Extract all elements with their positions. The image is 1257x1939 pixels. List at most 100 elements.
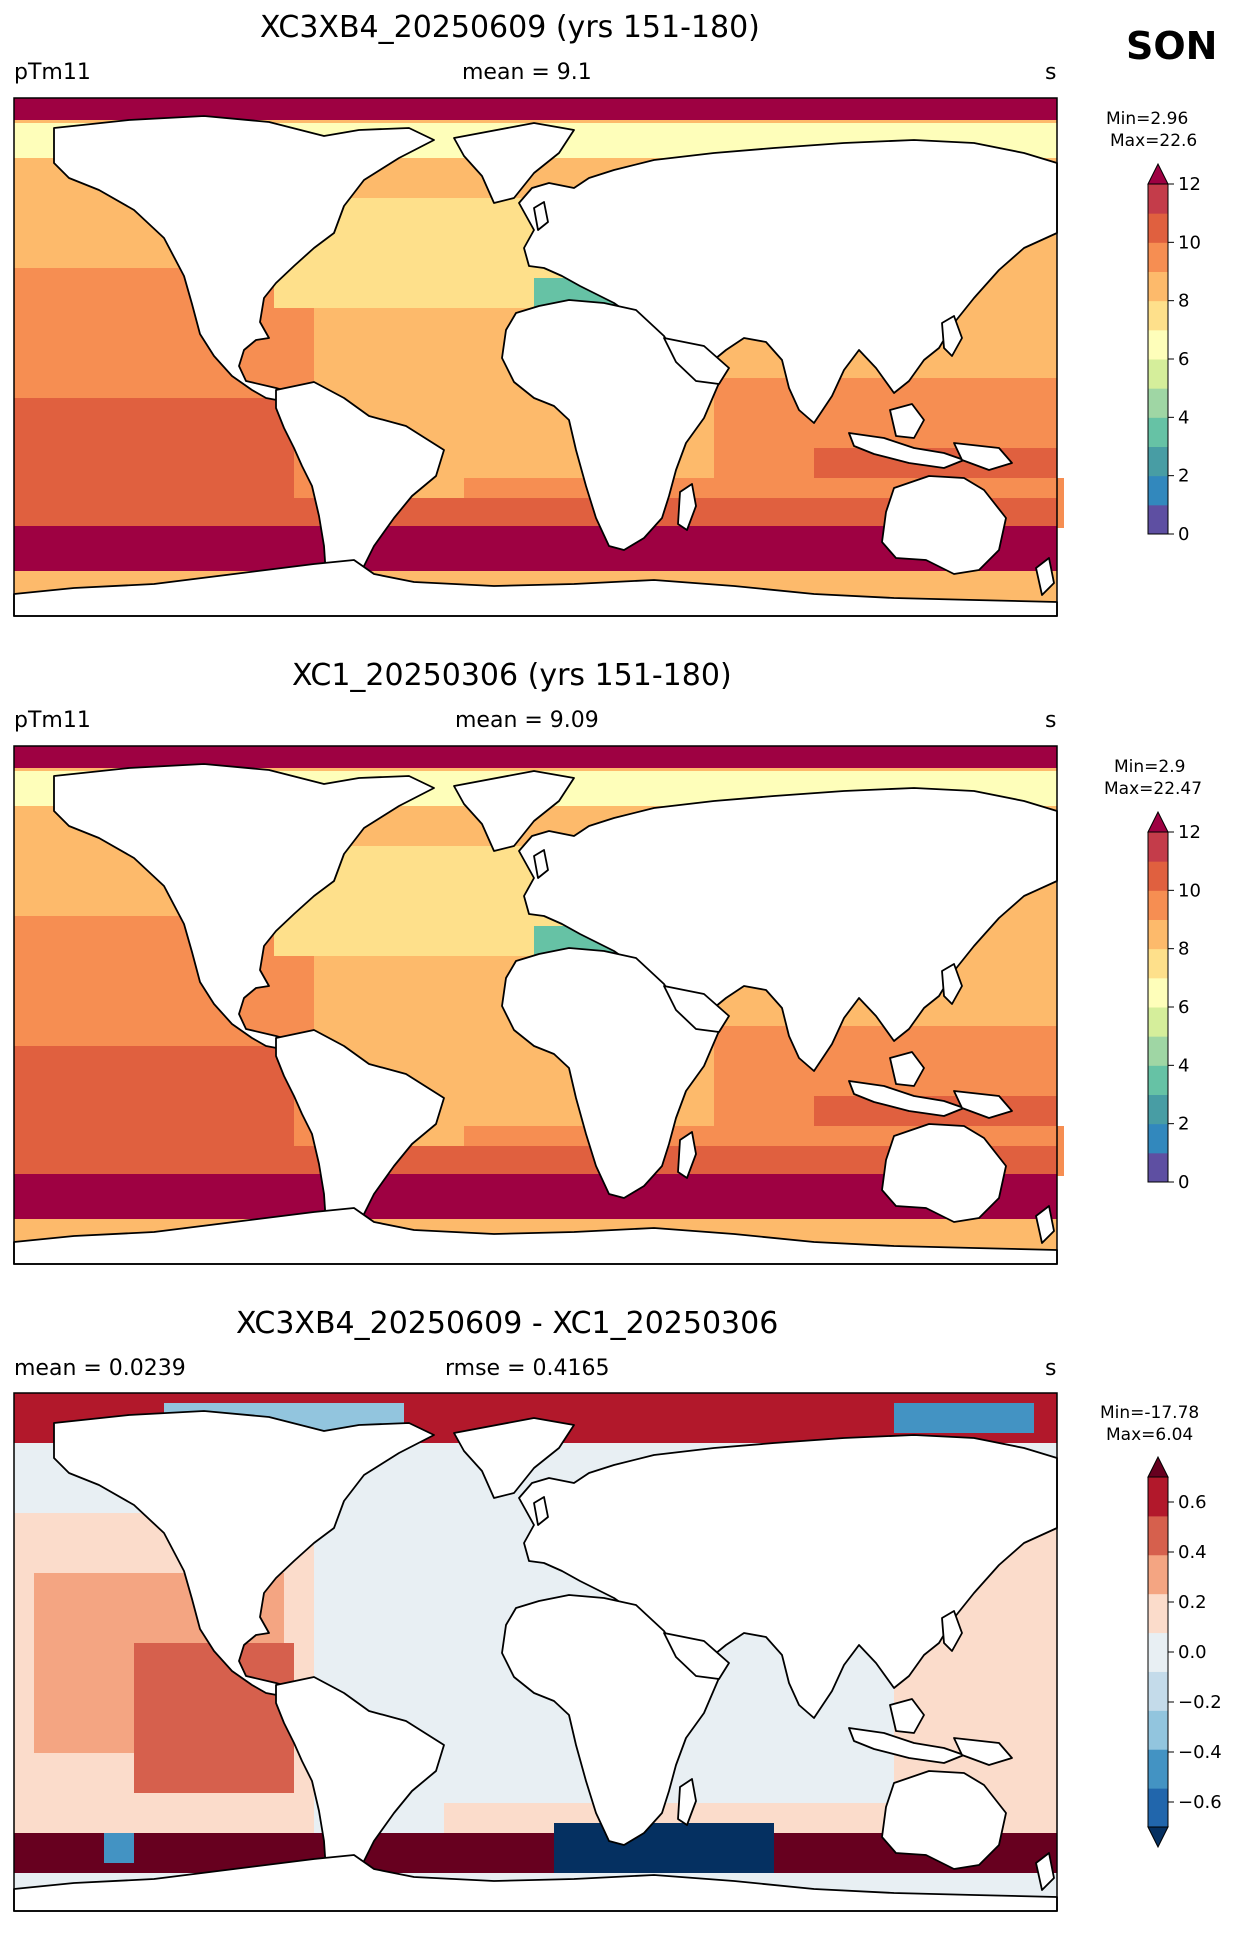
panel3-colorbar: −0.6 −0.4 −0.2 0.0 0.2 0.4 0.6 bbox=[1147, 1455, 1222, 1849]
colorbar-swatch bbox=[1148, 475, 1168, 506]
colorbar-tick-label: 2 bbox=[1178, 466, 1189, 487]
japan-landmass bbox=[941, 1610, 963, 1652]
colorbar-tick-label: 12 bbox=[1178, 174, 1201, 195]
colorbar-tick-label: 4 bbox=[1178, 1055, 1189, 1076]
panel2-map bbox=[13, 745, 1064, 1265]
colorbar-swatch bbox=[1148, 1554, 1168, 1595]
panel1-variable: pTm11 bbox=[14, 60, 91, 85]
colorbar-tick-label: 10 bbox=[1178, 232, 1201, 253]
ocean-band bbox=[104, 1833, 134, 1863]
colorbar-swatch bbox=[1148, 504, 1168, 535]
colorbar-swatch bbox=[1148, 1152, 1168, 1183]
madagascar-landmass bbox=[677, 483, 697, 531]
colorbar-min-extend bbox=[1147, 1826, 1169, 1849]
colorbar-swatch bbox=[1148, 1094, 1168, 1125]
colorbar-swatch bbox=[1148, 1477, 1168, 1517]
map-frame bbox=[13, 97, 1058, 617]
colorbar-tick-label: −0.6 bbox=[1178, 1792, 1222, 1813]
colorbar-tick-label: 6 bbox=[1178, 349, 1189, 370]
indonesia-landmass bbox=[848, 1080, 965, 1117]
africa-landmass bbox=[501, 299, 720, 551]
panel2-mean: mean = 9.09 bbox=[455, 708, 599, 733]
colorbar-tick-label: 0.2 bbox=[1178, 1592, 1207, 1613]
north-america-landmass bbox=[53, 1410, 435, 1697]
colorbar-tick-label: 0.0 bbox=[1178, 1642, 1207, 1663]
antarctica-landmass bbox=[13, 1854, 1058, 1912]
colorbar-tick-label: 12 bbox=[1178, 822, 1201, 843]
colorbar-swatch bbox=[1148, 213, 1168, 243]
panel1-map bbox=[13, 97, 1064, 617]
ocean-band bbox=[14, 746, 1057, 768]
arabia-landmass bbox=[663, 1632, 730, 1680]
africa-landmass bbox=[501, 947, 720, 1199]
panel2-colorbar: 0 2 4 6 8 10 12 bbox=[1147, 810, 1201, 1193]
panel3-title: XC3XB4_20250609 - XC1_20250306 bbox=[236, 1306, 779, 1341]
north-america-landmass bbox=[53, 763, 435, 1050]
panel1-colorbar: 0 2 4 6 8 10 12 bbox=[1147, 162, 1201, 545]
japan-landmass bbox=[941, 963, 963, 1005]
antarctica-landmass bbox=[13, 1207, 1058, 1265]
colorbar-tick-label: 8 bbox=[1178, 291, 1189, 312]
colorbar-swatch bbox=[1148, 832, 1168, 862]
borneo-landmass bbox=[889, 1051, 925, 1087]
ocean-band bbox=[554, 1823, 774, 1873]
new-zealand-landmass bbox=[1035, 1852, 1055, 1891]
panel1-units: s bbox=[1045, 60, 1057, 85]
colorbar-swatch bbox=[1148, 1710, 1168, 1750]
colorbar-tick-label: 10 bbox=[1178, 880, 1201, 901]
colorbar-tick-label: 8 bbox=[1178, 939, 1189, 960]
colorbar-swatch bbox=[1148, 948, 1168, 979]
colorbar-swatches bbox=[1148, 184, 1168, 535]
borneo-landmass bbox=[889, 1698, 925, 1734]
colorbar-swatch bbox=[1148, 1749, 1168, 1789]
eurasia-landmass bbox=[518, 139, 1058, 424]
new-guinea-landmass bbox=[953, 1090, 1013, 1119]
new-guinea-landmass bbox=[953, 442, 1013, 471]
africa-landmass bbox=[501, 1594, 720, 1846]
map-frame bbox=[13, 745, 1058, 1265]
colorbar-swatch bbox=[1148, 1788, 1168, 1828]
panel2-variable: pTm11 bbox=[14, 708, 91, 733]
new-zealand-landmass bbox=[1035, 557, 1055, 596]
japan-landmass bbox=[941, 315, 963, 357]
panel1-min: Min=2.96 bbox=[1106, 109, 1189, 129]
colorbar-swatch bbox=[1148, 890, 1168, 920]
colorbar-max-extend bbox=[1147, 1455, 1169, 1478]
panel1-title: XC3XB4_20250609 (yrs 151-180) bbox=[260, 10, 760, 45]
uk-landmass bbox=[533, 201, 549, 231]
madagascar-landmass bbox=[677, 1778, 697, 1826]
panel3-mean: mean = 0.0239 bbox=[14, 1356, 186, 1381]
australia-landmass bbox=[881, 1770, 1007, 1870]
colorbar-tick-label: 4 bbox=[1178, 407, 1189, 428]
australia-landmass bbox=[881, 1123, 1007, 1223]
colorbar-tick-label: 2 bbox=[1178, 1114, 1189, 1135]
greenland-landmass bbox=[453, 1417, 575, 1499]
panel2-min: Min=2.9 bbox=[1114, 757, 1186, 777]
colorbar-tick-label: 0 bbox=[1178, 1172, 1189, 1193]
colorbar-tick-label: 0.6 bbox=[1178, 1492, 1207, 1513]
colorbar-swatch bbox=[1148, 1515, 1168, 1556]
colorbar-swatches bbox=[1148, 832, 1168, 1183]
arabia-landmass bbox=[663, 985, 730, 1033]
greenland-landmass bbox=[453, 770, 575, 852]
ocean-band bbox=[894, 1403, 1034, 1433]
colorbar-ticks: 0 2 4 6 8 10 12 bbox=[1168, 822, 1201, 1193]
colorbar-swatch bbox=[1148, 271, 1168, 302]
panel3-min: Min=-17.78 bbox=[1100, 1403, 1200, 1423]
colorbar-swatch bbox=[1148, 388, 1168, 418]
ocean-band bbox=[134, 1643, 294, 1793]
colorbar-swatch bbox=[1148, 1593, 1168, 1634]
colorbar-ticks: 0 2 4 6 8 10 12 bbox=[1168, 174, 1201, 545]
land-mask bbox=[13, 763, 1058, 1265]
colorbar-swatch bbox=[1148, 1007, 1168, 1037]
colorbar-tick-label: 6 bbox=[1178, 997, 1189, 1018]
eurasia-landmass bbox=[518, 787, 1058, 1072]
colorbar-swatch bbox=[1148, 861, 1168, 891]
ocean-band bbox=[14, 98, 1057, 120]
indonesia-landmass bbox=[848, 432, 965, 469]
season-label: SON bbox=[1126, 24, 1218, 68]
panel3-max: Max=6.04 bbox=[1106, 1425, 1194, 1445]
panel2-title: XC1_20250306 (yrs 151-180) bbox=[292, 658, 732, 693]
colorbar-swatch bbox=[1148, 1671, 1168, 1711]
colorbar-max-extend bbox=[1147, 810, 1169, 833]
